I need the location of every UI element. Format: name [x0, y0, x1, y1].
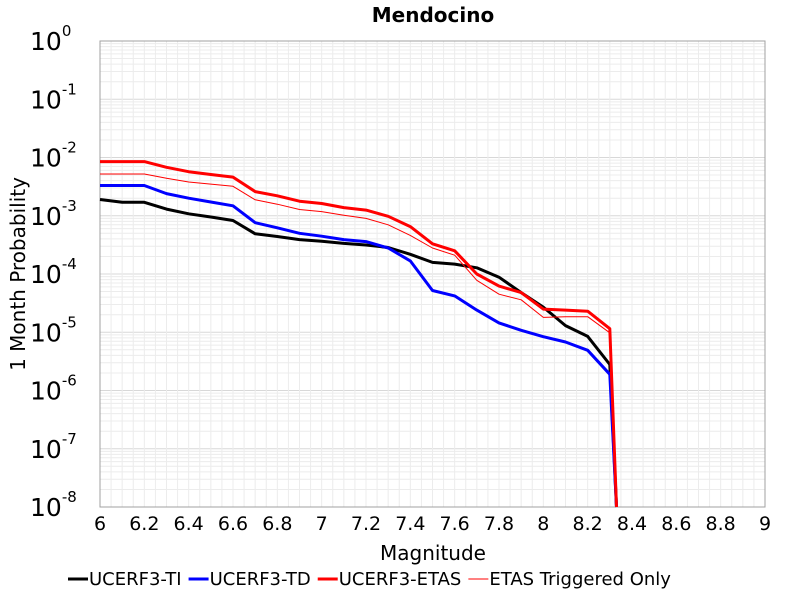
- x-tick-label: 9: [759, 513, 771, 535]
- x-tick-label: 8.6: [661, 513, 691, 535]
- x-tick-label: 6.6: [218, 513, 248, 535]
- legend-label: ETAS Triggered Only: [489, 569, 671, 590]
- x-tick-label: 6.8: [262, 513, 292, 535]
- series-lines: [99, 160, 618, 508]
- x-tick-label: 8.4: [617, 513, 647, 535]
- y-tick-label: 10-2: [30, 139, 77, 173]
- x-tick-label: 8.8: [706, 513, 736, 535]
- legend-label: UCERF3-TD: [210, 569, 311, 590]
- legend: UCERF3-TI UCERF3-TD UCERF3-ETAS ETAS Trigge…: [68, 569, 671, 590]
- x-tick-label: 6.4: [174, 513, 204, 535]
- x-axis-ticks: 6 6.2 6.4 6.6 6.8 7 7.2 7.4 7.6 7.8 8 8.2 8.4 8.6 8.8 9: [94, 513, 771, 535]
- y-tick-label: 10-4: [30, 255, 77, 289]
- y-tick-label: 10-8: [30, 488, 77, 522]
- x-tick-label: 6.2: [129, 513, 159, 535]
- y-tick-label: 10-1: [30, 80, 77, 114]
- x-tick-label: 7.8: [484, 513, 514, 535]
- legend-label: UCERF3-ETAS: [339, 569, 462, 590]
- x-tick-label: 7: [316, 513, 328, 535]
- y-axis-label: 1 Month Probability: [6, 177, 30, 371]
- x-tick-label: 8.2: [573, 513, 603, 535]
- legend-label: UCERF3-TI: [89, 569, 182, 590]
- x-tick-label: 7.6: [440, 513, 470, 535]
- series-line-ucerf3-td: [100, 184, 618, 508]
- chart-title: Mendocino: [372, 3, 494, 27]
- series-line-ucerf3-ti: [99, 198, 618, 508]
- x-tick-label: 8: [537, 513, 549, 535]
- y-tick-label: 100: [30, 22, 71, 56]
- y-axis-ticks: 100 10-1 10-2 10-3 10-4 10-5 10-6 10-7 10-8: [30, 22, 77, 522]
- y-tick-label: 10-6: [30, 372, 77, 406]
- y-tick-label: 10-3: [30, 197, 77, 231]
- plot-frame: [99, 40, 766, 508]
- x-tick-label: 7.4: [395, 513, 425, 535]
- grid: [99, 40, 766, 508]
- x-tick-label: 6: [94, 513, 106, 535]
- y-tick-label: 10-5: [30, 313, 77, 347]
- x-tick-label: 7.2: [351, 513, 381, 535]
- series-line-ucerf3-etas: [100, 160, 618, 508]
- series-line-etas-triggered-only: [100, 173, 617, 508]
- y-tick-label: 10-7: [30, 430, 77, 464]
- x-axis-label: Magnitude: [380, 541, 486, 565]
